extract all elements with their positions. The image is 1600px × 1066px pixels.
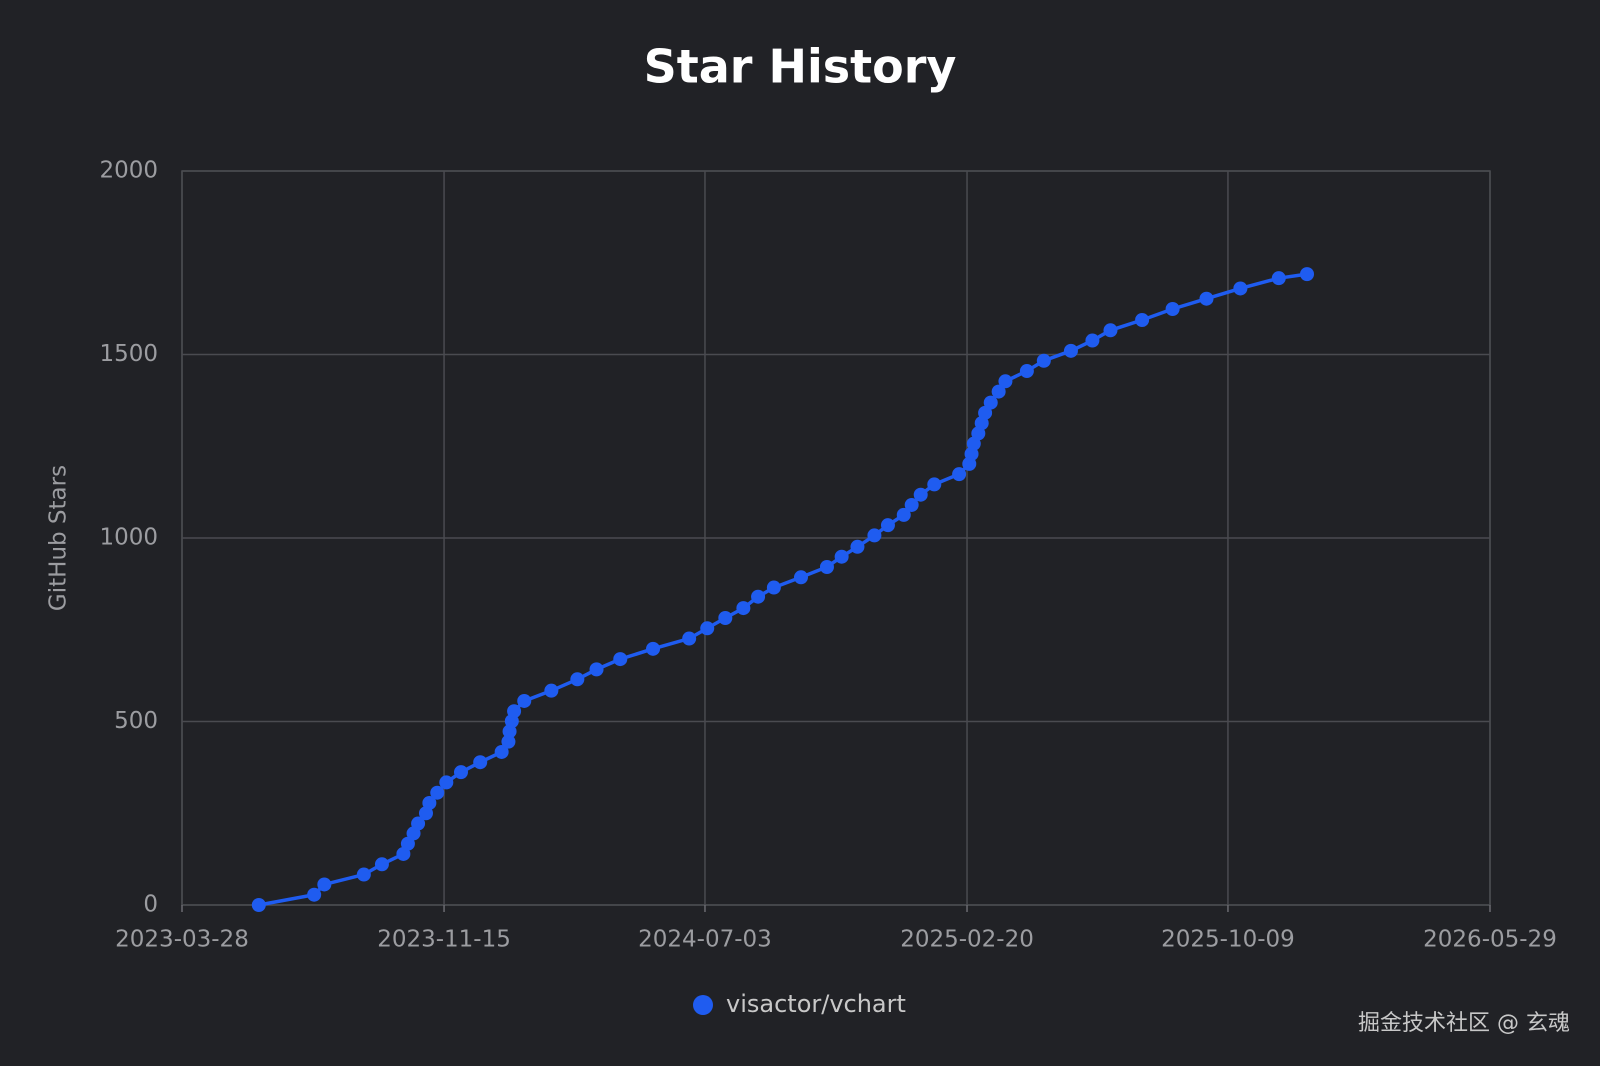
x-tick-label: 2023-03-28 xyxy=(115,927,249,953)
data-point xyxy=(793,570,808,585)
data-point xyxy=(1199,291,1214,306)
data-point xyxy=(978,405,993,420)
data-point xyxy=(904,497,919,512)
data-point xyxy=(834,549,849,564)
data-point xyxy=(913,487,928,502)
y-tick-label: 2000 xyxy=(99,158,158,184)
data-point xyxy=(1085,333,1100,348)
data-point xyxy=(1135,313,1150,328)
data-point xyxy=(422,795,437,810)
data-point xyxy=(983,395,998,410)
data-point xyxy=(356,867,371,882)
data-point xyxy=(766,580,781,595)
data-point xyxy=(411,816,426,831)
data-point xyxy=(307,887,322,902)
data-point xyxy=(1019,364,1034,379)
data-point xyxy=(1103,323,1118,338)
data-point xyxy=(867,528,882,543)
x-tick-label: 2024-07-03 xyxy=(638,927,772,953)
data-point xyxy=(736,601,751,616)
y-tick-label: 1000 xyxy=(99,525,158,551)
y-tick-label: 0 xyxy=(143,892,158,918)
data-point xyxy=(682,631,697,646)
data-point xyxy=(494,744,509,759)
data-point xyxy=(1300,267,1315,282)
y-tick-label: 1500 xyxy=(99,341,158,367)
x-tick-label: 2025-02-20 xyxy=(900,927,1034,953)
data-point xyxy=(952,467,967,482)
data-point xyxy=(589,662,604,677)
data-point xyxy=(896,507,911,522)
data-point xyxy=(700,621,715,636)
data-point xyxy=(998,374,1013,389)
x-tick-label: 2023-11-15 xyxy=(377,927,511,953)
data-point xyxy=(570,672,585,687)
x-tick-label: 2026-05-29 xyxy=(1423,927,1557,953)
watermark: 掘金技术社区 @ 玄魂 xyxy=(1358,1011,1570,1036)
y-tick-label: 500 xyxy=(114,708,158,734)
data-point xyxy=(1233,281,1248,296)
data-point xyxy=(991,384,1006,399)
data-point xyxy=(453,765,468,780)
data-point xyxy=(400,836,415,851)
data-point xyxy=(517,693,532,708)
chart-title: Star History xyxy=(644,40,957,94)
data-point xyxy=(819,559,834,574)
y-axis-label: GitHub Stars xyxy=(46,465,72,611)
data-point xyxy=(613,652,628,667)
data-point xyxy=(1063,343,1078,358)
data-point xyxy=(1165,301,1180,316)
data-point xyxy=(880,518,895,533)
data-point xyxy=(1271,271,1286,286)
data-point xyxy=(1036,353,1051,368)
data-point xyxy=(374,857,389,872)
data-point xyxy=(439,775,454,790)
x-tick-label: 2025-10-09 xyxy=(1161,927,1295,953)
data-point xyxy=(251,898,266,912)
data-point xyxy=(430,785,445,800)
data-point xyxy=(718,611,733,626)
data-point xyxy=(507,704,522,719)
legend-marker xyxy=(693,995,713,1015)
data-point xyxy=(544,683,559,698)
data-point xyxy=(850,539,865,554)
legend-label: visactor/vchart xyxy=(726,990,906,1018)
data-point xyxy=(317,877,332,892)
data-point xyxy=(646,641,661,656)
data-point xyxy=(501,734,516,749)
data-point xyxy=(751,589,766,604)
data-point xyxy=(473,755,488,770)
data-point xyxy=(927,477,942,492)
